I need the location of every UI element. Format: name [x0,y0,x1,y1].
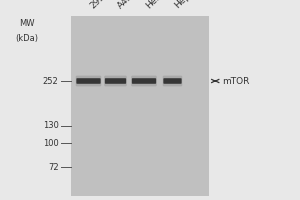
FancyBboxPatch shape [104,76,127,86]
FancyBboxPatch shape [76,78,101,84]
Text: 130: 130 [43,121,58,130]
Text: HepG2: HepG2 [172,0,201,10]
FancyBboxPatch shape [163,78,182,84]
Text: mTOR: mTOR [222,76,249,86]
Text: 293T: 293T [88,0,111,10]
Text: (kDa): (kDa) [16,33,38,43]
Text: A431: A431 [116,0,138,10]
Text: 252: 252 [43,76,58,86]
FancyBboxPatch shape [76,76,101,86]
Text: HeLa: HeLa [144,0,167,10]
Text: 100: 100 [43,138,58,148]
Text: 72: 72 [48,162,58,171]
Bar [70,16,208,196]
FancyBboxPatch shape [132,78,156,84]
FancyBboxPatch shape [131,76,157,86]
Text: MW: MW [19,20,35,28]
FancyBboxPatch shape [163,76,182,86]
FancyBboxPatch shape [105,78,126,84]
